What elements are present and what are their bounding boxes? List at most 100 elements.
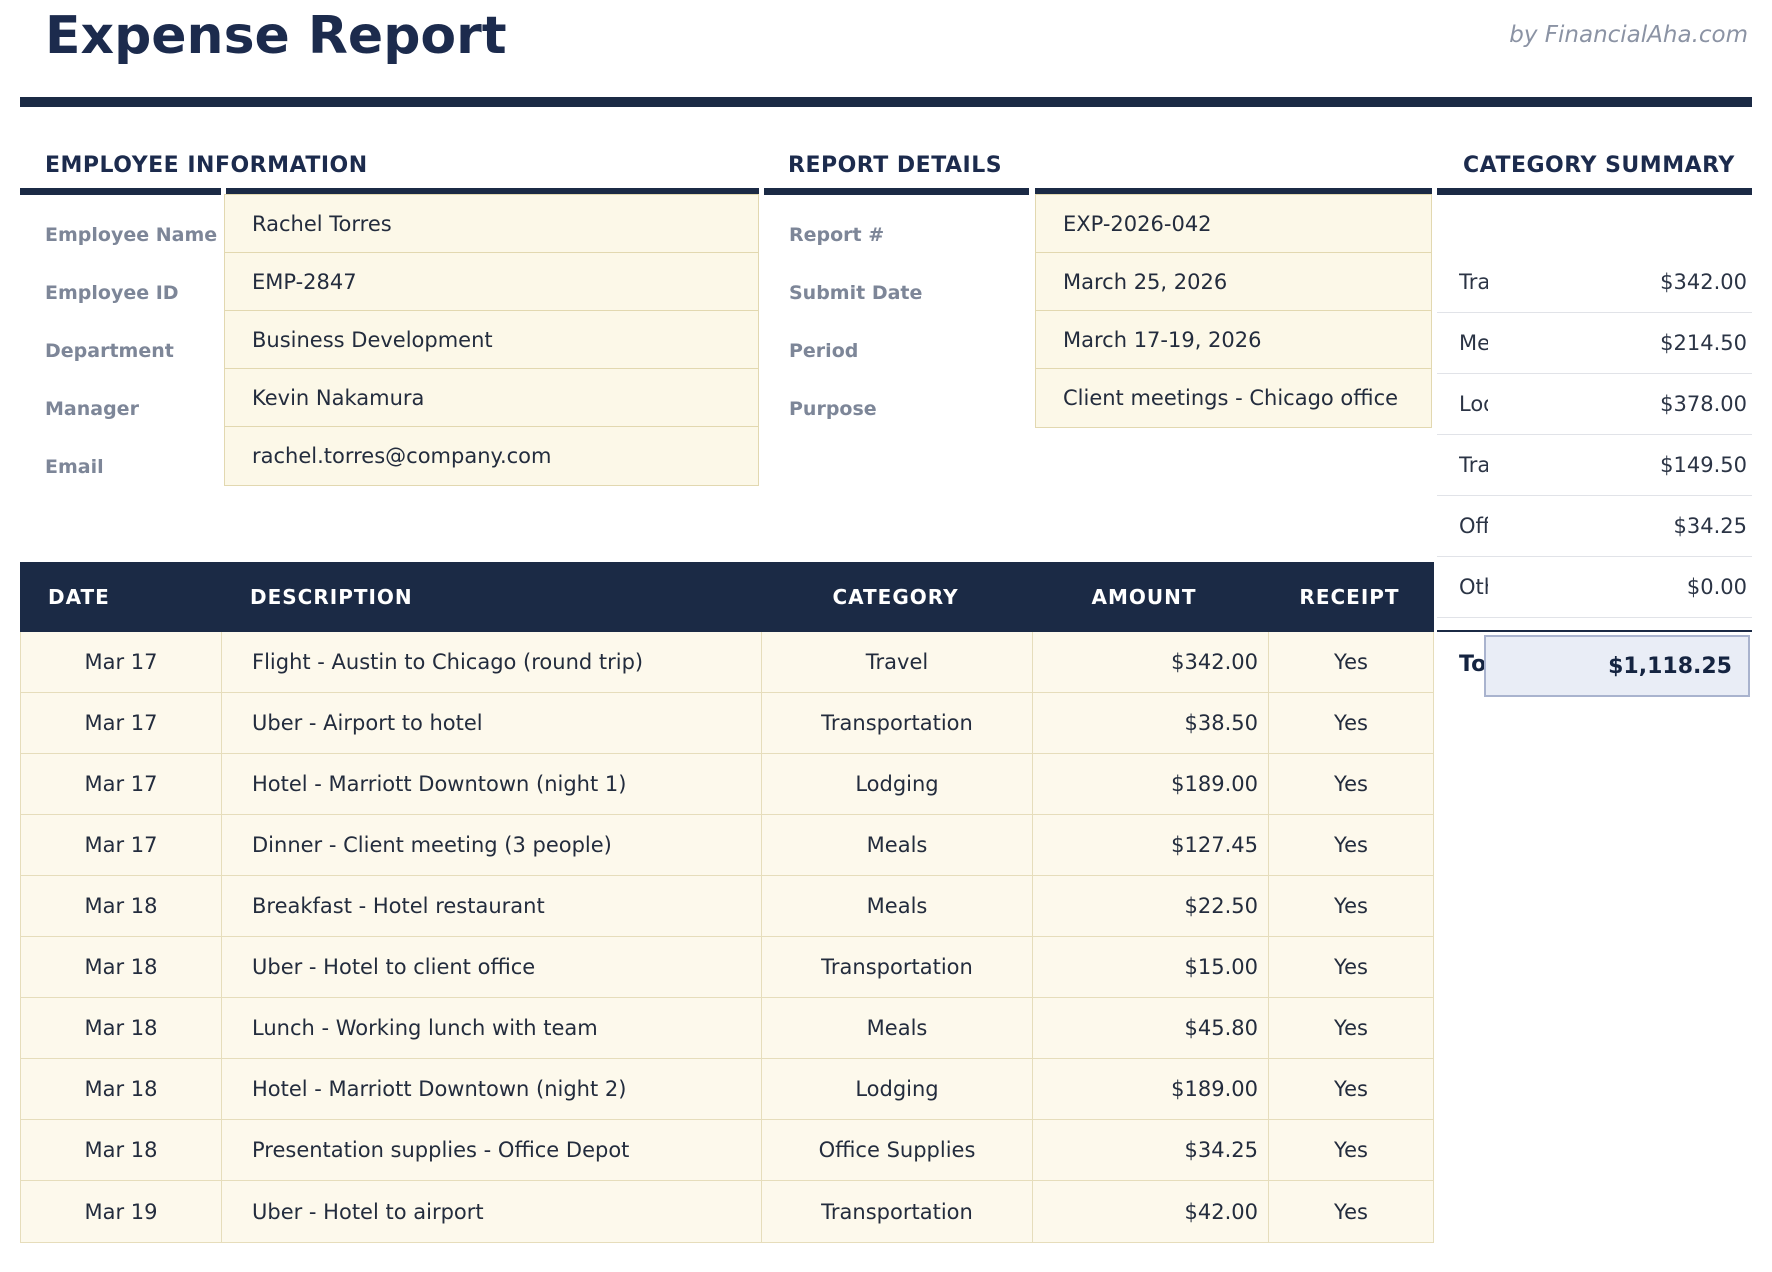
summary-row-office-supplies: Office Supplies $34.25 <box>1437 496 1752 557</box>
header-rule <box>20 97 1752 107</box>
cell-description: Uber - Hotel to airport <box>221 1181 761 1242</box>
report-number-field[interactable]: EXP-2026-042 <box>1036 195 1431 253</box>
employee-labels-column: Employee Name Employee ID Department Man… <box>20 195 221 485</box>
summary-category: Lodging <box>1459 392 1488 416</box>
cell-category: Transportation <box>761 1181 1032 1242</box>
summary-category: Meals <box>1459 331 1488 355</box>
total-amount-box: $1,118.25 <box>1484 635 1750 697</box>
table-row: Mar 17 Hotel - Marriott Downtown (night … <box>21 754 1433 815</box>
employee-name-field[interactable]: Rachel Torres <box>225 195 758 253</box>
cell-receipt: Yes <box>1268 1120 1433 1180</box>
page-title: Expense Report <box>45 6 507 66</box>
category-summary-section-title: CATEGORY SUMMARY <box>1463 153 1735 178</box>
column-header-receipt: RECEIPT <box>1299 585 1400 609</box>
table-row: Mar 17 Dinner - Client meeting (3 people… <box>21 815 1433 876</box>
summary-row-transportation: Transportation $149.50 <box>1437 435 1752 496</box>
summary-row-travel: Travel $342.00 <box>1437 252 1752 313</box>
cell-amount: $15.00 <box>1032 937 1268 997</box>
cell-category: Office Supplies <box>761 1120 1032 1180</box>
cell-date: Mar 18 <box>84 894 158 918</box>
cell-category: Meals <box>761 998 1032 1058</box>
table-row: Mar 19 Uber - Hotel to airport Transport… <box>21 1181 1433 1242</box>
cell-date: Mar 17 <box>84 772 158 796</box>
report-details-section-title: REPORT DETAILS <box>788 153 1003 178</box>
summary-row-other: Other $0.00 <box>1437 557 1752 618</box>
cell-receipt: Yes <box>1268 998 1433 1058</box>
summary-amount: $214.50 <box>1660 331 1747 355</box>
cell-date: Mar 18 <box>84 1016 158 1040</box>
cell-receipt: Yes <box>1268 876 1433 936</box>
purpose-label: Purpose <box>789 398 877 420</box>
table-row: Mar 18 Uber - Hotel to client office Tra… <box>21 937 1433 998</box>
report-labels-column: Report # Submit Date Period Purpose <box>764 195 1029 427</box>
cell-amount: $34.25 <box>1032 1120 1268 1180</box>
table-row: Mar 17 Uber - Airport to hotel Transport… <box>21 693 1433 754</box>
table-row: Mar 18 Presentation supplies - Office De… <box>21 1120 1433 1181</box>
summary-row-meals: Meals $214.50 <box>1437 313 1752 374</box>
summary-total-row: Total $1,118.25 <box>1437 630 1752 700</box>
cell-description: Hotel - Marriott Downtown (night 2) <box>221 1059 761 1119</box>
column-header-description: DESCRIPTION <box>250 585 413 609</box>
cell-description: Uber - Hotel to client office <box>221 937 761 997</box>
cell-date: Mar 17 <box>84 833 158 857</box>
cell-category: Meals <box>761 876 1032 936</box>
cell-amount: $38.50 <box>1032 693 1268 753</box>
cell-amount: $189.00 <box>1032 1059 1268 1119</box>
period-label: Period <box>789 340 859 362</box>
cell-date: Mar 19 <box>84 1199 158 1224</box>
manager-field[interactable]: Kevin Nakamura <box>225 369 758 427</box>
cell-amount: $189.00 <box>1032 754 1268 814</box>
cell-date: Mar 18 <box>84 955 158 979</box>
cell-category: Lodging <box>761 754 1032 814</box>
expense-table: DATE DESCRIPTION CATEGORY AMOUNT RECEIPT… <box>20 562 1434 1243</box>
summary-category: Other <box>1459 575 1488 599</box>
column-header-amount: AMOUNT <box>1091 585 1197 609</box>
section-underline <box>226 188 759 195</box>
table-row: Mar 18 Lunch - Working lunch with team M… <box>21 998 1433 1059</box>
submit-date-field[interactable]: March 25, 2026 <box>1036 253 1431 311</box>
purpose-field[interactable]: Client meetings - Chicago office <box>1063 386 1399 410</box>
employee-fields-column: Rachel Torres EMP-2847 Business Developm… <box>224 194 759 486</box>
table-row: Mar 18 Hotel - Marriott Downtown (night … <box>21 1059 1433 1120</box>
summary-amount: $0.00 <box>1686 575 1747 599</box>
submit-date-label: Submit Date <box>789 282 923 304</box>
email-field[interactable]: rachel.torres@company.com <box>252 444 552 468</box>
cell-category: Transportation <box>761 937 1032 997</box>
employee-id-field[interactable]: EMP-2847 <box>225 253 758 311</box>
section-underline <box>20 188 221 195</box>
cell-amount: $342.00 <box>1032 632 1268 692</box>
cell-category: Lodging <box>761 1059 1032 1119</box>
summary-category: Transportation <box>1459 453 1488 477</box>
expense-table-header: DATE DESCRIPTION CATEGORY AMOUNT RECEIPT <box>20 562 1434 632</box>
email-label: Email <box>45 456 104 478</box>
cell-amount: $127.45 <box>1032 815 1268 875</box>
report-number-label: Report # <box>789 224 885 246</box>
table-row: Mar 17 Flight - Austin to Chicago (round… <box>21 632 1433 693</box>
cell-category: Meals <box>761 815 1032 875</box>
employee-id-label: Employee ID <box>45 282 179 304</box>
summary-amount: $34.25 <box>1673 514 1747 538</box>
cell-amount: $22.50 <box>1032 876 1268 936</box>
cell-receipt: Yes <box>1268 754 1433 814</box>
cell-date: Mar 17 <box>84 650 158 674</box>
cell-receipt: Yes <box>1268 693 1433 753</box>
cell-date: Mar 17 <box>84 711 158 735</box>
department-label: Department <box>45 340 174 362</box>
cell-amount: $42.00 <box>1032 1181 1268 1242</box>
report-fields-column: EXP-2026-042 March 25, 2026 March 17-19,… <box>1035 194 1432 428</box>
section-underline <box>764 188 1029 195</box>
table-row: Mar 18 Breakfast - Hotel restaurant Meal… <box>21 876 1433 937</box>
summary-amount: $149.50 <box>1660 453 1747 477</box>
column-header-date: DATE <box>48 585 110 609</box>
summary-row-lodging: Lodging $378.00 <box>1437 374 1752 435</box>
employee-info-section-title: EMPLOYEE INFORMATION <box>45 153 368 178</box>
department-field[interactable]: Business Development <box>225 311 758 369</box>
cell-receipt: Yes <box>1268 937 1433 997</box>
summary-category: Travel <box>1459 270 1488 294</box>
summary-category: Office Supplies <box>1459 514 1488 538</box>
period-field[interactable]: March 17-19, 2026 <box>1036 311 1431 369</box>
brand-byline: by FinancialAha.com <box>1509 22 1748 48</box>
section-underline <box>1035 188 1432 195</box>
cell-date: Mar 18 <box>84 1138 158 1162</box>
